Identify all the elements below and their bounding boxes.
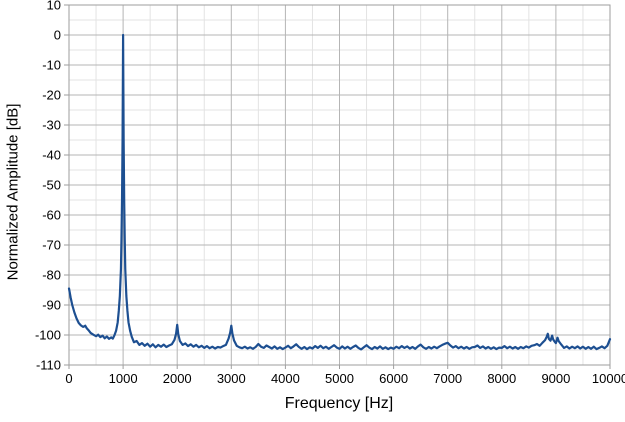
x-tick-label-4000: 4000: [271, 371, 300, 386]
y-tick-label--80: -80: [42, 268, 61, 283]
y-tick-label--60: -60: [42, 208, 61, 223]
x-tick-label-9000: 9000: [541, 371, 570, 386]
x-tick-label-6000: 6000: [379, 371, 408, 386]
y-tick-label--20: -20: [42, 88, 61, 103]
x-tick-label-7000: 7000: [433, 371, 462, 386]
y-tick-label--10: -10: [42, 58, 61, 73]
x-tick-label-0: 0: [65, 371, 72, 386]
x-tick-label-8000: 8000: [487, 371, 516, 386]
y-tick-label--100: -100: [35, 328, 61, 343]
x-tick-label-5000: 5000: [325, 371, 354, 386]
series-spectrum: [67, 33, 612, 351]
y-tick-label--70: -70: [42, 238, 61, 253]
y-tick-label--50: -50: [42, 178, 61, 193]
x-axis-title: Frequency [Hz]: [284, 395, 394, 412]
x-tick-label-10000: 10000: [592, 371, 625, 386]
y-tick-label--30: -30: [42, 118, 61, 133]
y-tick-label--90: -90: [42, 298, 61, 313]
y-axis-title: Normalized Amplitude [dB]: [4, 103, 22, 281]
y-tick-label--40: -40: [42, 148, 61, 163]
y-tick-label--110: -110: [36, 358, 61, 373]
y-tick-label-0: 0: [54, 28, 61, 43]
x-tick-label-1000: 1000: [109, 371, 138, 386]
x-tick-label-2000: 2000: [163, 371, 192, 386]
y-tick-label-10: 10: [47, 0, 61, 13]
x-tick-label-3000: 3000: [217, 371, 246, 386]
